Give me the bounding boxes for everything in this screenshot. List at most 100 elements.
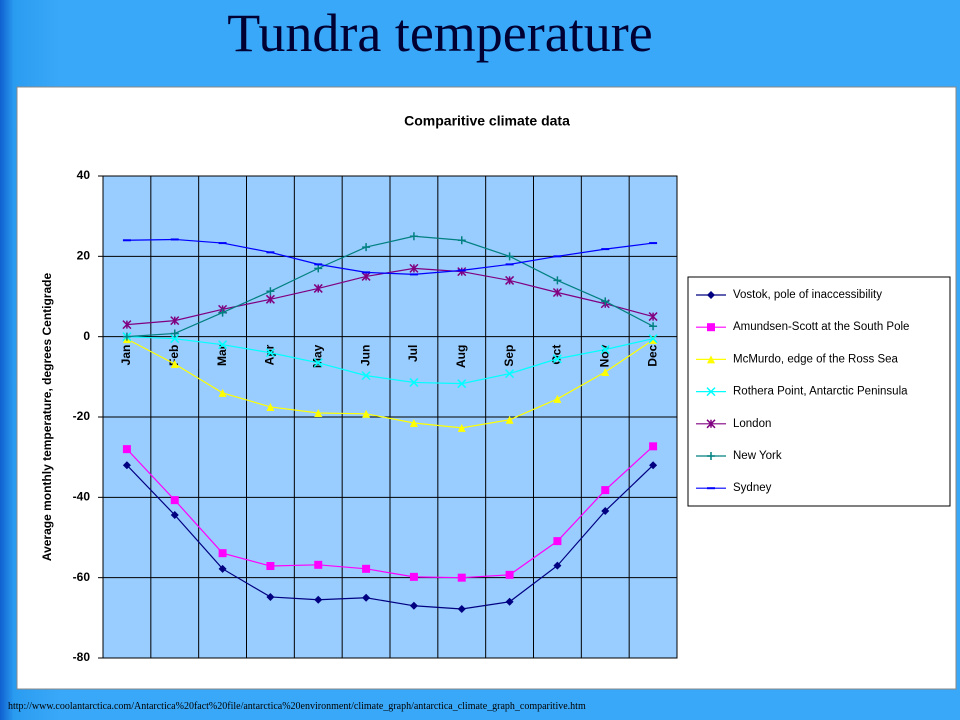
marker [362,593,371,602]
x-tick-label: Apr [263,344,277,365]
source-url: http://www.coolantarctica.com/Antarctica… [8,701,586,712]
marker [361,371,371,381]
marker [218,549,227,558]
marker [409,263,419,273]
y-tick-label: -20 [73,409,91,423]
marker [170,496,179,505]
marker [170,334,180,344]
marker [601,368,610,377]
marker [266,402,275,411]
marker [314,595,323,604]
series-line [126,338,654,429]
marker [505,570,514,579]
marker [601,486,610,495]
x-tick-label: Feb [167,345,181,366]
marker [457,423,466,432]
marker [505,415,514,424]
marker [170,359,179,368]
marker [409,377,419,387]
legend-marker [707,291,715,299]
marker [314,408,323,417]
series-line [126,267,654,326]
legend [687,276,951,507]
marker [362,564,371,573]
legend-label: McMurdo, edge of the Ross Sea [733,353,899,365]
legend-label: London [733,418,771,430]
marker [457,267,467,277]
y-tick-label: -60 [73,570,91,584]
marker [457,573,466,582]
x-tick-label: Sep [502,345,516,367]
marker [122,320,132,330]
x-tick-label: Aug [454,345,468,368]
marker [122,445,131,454]
series-line [126,238,654,276]
series-line [126,336,654,385]
y-tick-label: -40 [73,490,91,504]
marker [313,283,323,293]
marker [553,537,562,546]
marker [361,271,371,281]
legend-label: New York [733,450,782,462]
legend-marker [707,323,715,332]
marker [218,388,227,397]
legend-marker [707,452,715,460]
marker [409,419,418,428]
marker [552,287,562,298]
series-line [126,464,654,610]
marker [218,564,227,573]
marker [362,243,371,252]
marker [601,506,610,515]
marker [362,409,371,418]
legend-marker [706,419,716,429]
marker [409,232,418,241]
legend-label: Sydney [733,482,772,494]
marker [648,334,658,344]
marker [457,236,466,245]
marker [649,461,658,470]
marker [265,348,275,358]
marker [649,442,658,451]
marker [553,276,562,285]
marker [505,597,514,606]
marker [170,329,179,338]
marker [457,379,467,389]
x-tick-label: Mar [215,344,229,366]
marker [314,560,323,569]
x-tick-label: Jun [358,345,372,366]
series-line [126,445,654,579]
marker [409,601,418,610]
marker [170,511,179,520]
x-tick-label: Dec [645,344,659,366]
y-axis-title: Average monthly temperature, degrees Cen… [40,273,54,562]
series-line [126,235,654,338]
y-tick-label: -80 [73,650,91,664]
y-tick-label: 40 [77,168,91,182]
legend-label: Rothera Point, Antarctic Peninsula [733,386,908,398]
marker [553,394,562,403]
x-tick-label: Jul [406,345,420,362]
marker [170,316,180,326]
legend-marker [706,387,716,397]
marker [457,604,466,613]
marker [266,287,275,296]
marker [553,561,562,570]
marker [649,322,658,331]
marker [649,335,658,344]
slide-title: Tundra temperature [227,3,653,63]
marker [505,275,515,285]
marker [505,369,515,379]
marker [122,332,131,341]
legend-label: Amundsen-Scott at the South Pole [733,321,909,333]
marker [314,264,323,273]
chart: Comparitive climate data Average monthly… [16,86,957,690]
y-tick-label: 0 [83,329,90,343]
legend-marker [707,355,715,364]
marker [313,358,323,368]
marker [409,572,418,581]
marker [122,461,131,470]
chart-title: Comparitive climate data [404,113,570,129]
marker [265,294,275,304]
x-tick-label: Oct [550,345,564,365]
